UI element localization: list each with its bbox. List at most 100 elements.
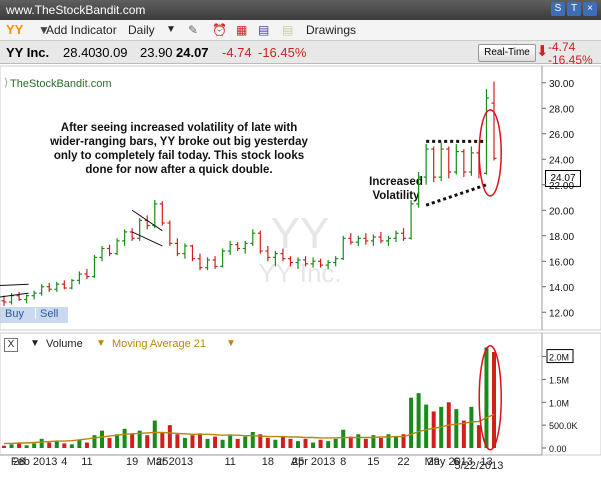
x-tick-label: Mar 2013 <box>147 456 193 468</box>
x-tick-label: 8 <box>340 456 346 468</box>
volume-dropdown-icon[interactable]: ▼ <box>30 338 40 349</box>
price-tick-label: 24.00 <box>549 155 574 166</box>
price-tick-label: 22.00 <box>549 181 574 192</box>
volume-bar <box>311 442 316 448</box>
trendline-feb-lower <box>131 231 163 247</box>
volume-bar <box>341 429 346 448</box>
close-volume-button[interactable]: X <box>4 338 18 352</box>
site-url[interactable]: www.TheStockBandit.com <box>6 3 146 17</box>
volume-bar <box>100 430 104 448</box>
volume-bar <box>115 434 120 448</box>
trendline-left-upper <box>0 283 29 286</box>
text-size-icon[interactable]: T <box>567 2 581 16</box>
close-window-icon[interactable]: × <box>583 2 597 16</box>
low-price: 23.90 <box>140 45 173 60</box>
volume-bar <box>265 437 270 448</box>
x-tick-label: 5/22/2013 <box>454 460 503 472</box>
x-tick-label: 11 <box>81 456 92 468</box>
symbol-dropdown-icon[interactable]: ▼ <box>38 23 50 37</box>
volume-bar <box>24 445 29 448</box>
x-tick-label: 11 <box>224 456 235 468</box>
volume-bar <box>160 432 165 448</box>
add-indicator-button[interactable]: Add Indicator <box>46 23 117 37</box>
x-tick-label: 29 <box>428 456 440 468</box>
volume-bar <box>378 437 383 448</box>
x-tick-label: 15 <box>367 456 379 468</box>
x-tick-label: 4 <box>61 456 67 468</box>
volume-bar <box>39 438 44 448</box>
volume-bar <box>401 434 406 448</box>
sell-button[interactable]: Sell <box>40 308 59 320</box>
volume-bar <box>454 409 459 448</box>
trade-separator: | <box>34 307 37 319</box>
volume-bar <box>363 438 368 448</box>
breakout-highlight-ellipse <box>478 109 502 197</box>
share-s-icon[interactable]: S <box>551 2 565 16</box>
calendar-icon[interactable]: ▦ <box>236 23 248 37</box>
drawings-button[interactable]: Drawings <box>306 23 357 37</box>
company-name: YY Inc. <box>6 45 50 60</box>
high-price: 30.09 <box>95 45 128 60</box>
x-tick-label: 28 <box>13 456 25 468</box>
price-tick-label: 14.00 <box>549 283 574 294</box>
volume-bar <box>318 439 323 448</box>
volume-bar <box>394 436 398 448</box>
volume-bar <box>333 438 338 448</box>
volume-bar <box>288 438 293 448</box>
change-value: -4.74 <box>222 45 252 60</box>
symbol-field[interactable]: YY <box>6 22 24 37</box>
interval-dropdown-icon[interactable]: ▼ <box>166 24 176 35</box>
price-tick-label: 20.00 <box>549 206 574 217</box>
volume-bar <box>258 434 263 448</box>
volume-tick-label: 1.5M <box>549 375 569 385</box>
volatility-range-bottom <box>425 183 487 207</box>
last-price: 24.07 <box>176 45 209 60</box>
volume-bar <box>243 436 248 448</box>
volume-bar <box>416 393 421 448</box>
open-price: 28.40 <box>63 45 96 60</box>
volume-bar <box>273 439 278 448</box>
volume-bar <box>107 437 112 448</box>
volume-bar <box>205 438 210 448</box>
realtime-button[interactable]: Real-Time <box>478 44 536 62</box>
chart-source-label: TheStockBandit.com <box>10 78 112 90</box>
ma-settings-dropdown-icon[interactable]: ▼ <box>226 338 236 349</box>
draw-tools-icon[interactable]: ✎ <box>188 23 199 37</box>
alarm-icon[interactable]: ⏰ <box>212 23 227 37</box>
volume-bar <box>235 438 240 448</box>
volume-bar <box>167 425 172 448</box>
ma-dropdown-icon[interactable]: ▼ <box>96 338 106 349</box>
right-change-percent: -16.45% <box>548 53 593 67</box>
volume-bar <box>84 442 89 448</box>
x-tick-label: 25 <box>156 456 168 468</box>
price-tick-label: 12.00 <box>549 308 574 319</box>
volume-bar <box>69 444 74 448</box>
volume-bar <box>371 435 376 448</box>
x-tick-label: 18 <box>262 456 274 468</box>
volume-bar <box>213 436 218 448</box>
price-tick-label: 28.00 <box>549 104 574 115</box>
volume-bar <box>54 441 59 448</box>
x-tick-label: 6 <box>453 456 459 468</box>
volume-tick-label: 1.0M <box>549 398 569 408</box>
volume-bar <box>145 435 150 448</box>
volume-bar <box>198 433 202 448</box>
x-tick-label: 22 <box>397 456 409 468</box>
notes-icon[interactable]: ▤ <box>282 23 294 37</box>
interval-select[interactable]: Daily <box>128 23 155 37</box>
compare-icon[interactable]: ▤ <box>258 23 270 37</box>
volume-bar <box>182 437 187 448</box>
volume-bar <box>77 439 82 448</box>
site-bar: www.TheStockBandit.com S T × <box>0 0 601 20</box>
x-tick-label: 19 <box>126 456 138 468</box>
buy-button[interactable]: Buy <box>5 308 24 320</box>
price-tick-label: 18.00 <box>549 232 574 243</box>
volume-bar <box>409 397 414 448</box>
x-tick-label: 13 <box>480 456 492 468</box>
change-percent: -16.45% <box>258 45 307 60</box>
volume-bar <box>484 347 489 448</box>
x-tick-label: Apr 2013 <box>291 456 336 468</box>
x-tick-label: May 2013 <box>425 456 473 468</box>
collapse-panel-icon[interactable]: ⟩ <box>4 77 9 89</box>
